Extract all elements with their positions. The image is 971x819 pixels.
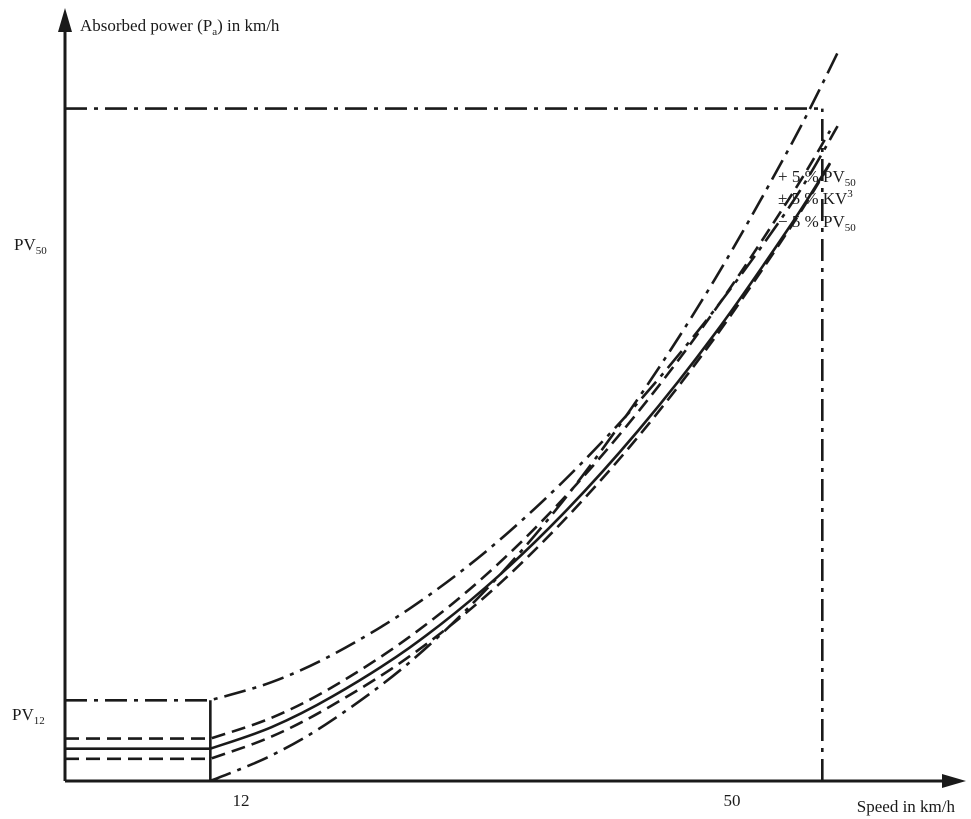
y-axis-arrow [58, 8, 72, 32]
legend-entry-minus5: − 5 % PV50 [778, 212, 856, 234]
reference-lines [65, 107, 824, 781]
x-axis-arrow [942, 774, 966, 788]
y-axis-title: Absorbed power (Pa) in km/h [80, 16, 280, 38]
legend: + 5 % PV50 ± 5 % KV3 − 5 % PV50 [778, 167, 856, 234]
curve-plus5 [65, 125, 839, 702]
y-tick-label-pv50: PV50 [14, 235, 47, 257]
x-tick-label-50: 50 [724, 791, 741, 810]
x-tick-label-12: 12 [233, 791, 250, 810]
y-axis [58, 8, 72, 781]
x-axis-title: Speed in km/h [857, 797, 956, 816]
curve-minus5 [209, 52, 839, 783]
curves [65, 52, 839, 783]
curve-nominal [65, 162, 832, 750]
legend-entry-kv3: ± 5 % KV3 [778, 188, 853, 208]
x-axis [65, 774, 966, 788]
curve-plusK [65, 130, 832, 740]
legend-entry-plus5: + 5 % PV50 [778, 167, 856, 189]
y-tick-label-pv12: PV12 [12, 705, 45, 727]
curve-minusK [65, 163, 832, 761]
